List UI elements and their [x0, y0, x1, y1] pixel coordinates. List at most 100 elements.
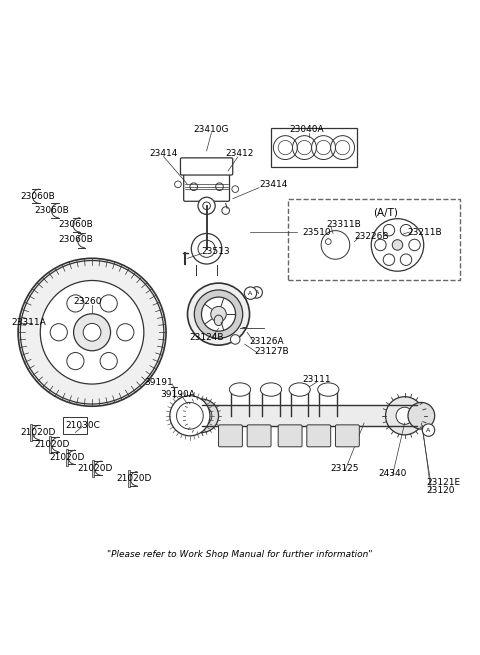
Bar	[92, 460, 95, 477]
FancyBboxPatch shape	[184, 168, 229, 201]
Circle shape	[50, 324, 67, 341]
Circle shape	[383, 254, 395, 265]
Text: A: A	[254, 290, 259, 295]
Circle shape	[202, 297, 236, 331]
Circle shape	[40, 280, 144, 384]
Circle shape	[177, 402, 203, 429]
Text: 23125: 23125	[331, 464, 359, 473]
Text: 23124B: 23124B	[189, 333, 224, 341]
Circle shape	[100, 352, 117, 369]
Text: 39191: 39191	[144, 378, 173, 387]
Bar	[66, 449, 68, 466]
Text: A: A	[426, 428, 431, 432]
Circle shape	[67, 295, 84, 312]
Circle shape	[203, 202, 210, 210]
Circle shape	[170, 396, 210, 436]
Ellipse shape	[261, 383, 282, 396]
Text: 23412: 23412	[226, 149, 254, 158]
Circle shape	[100, 295, 117, 312]
Circle shape	[83, 324, 101, 341]
Text: 23513: 23513	[202, 247, 230, 255]
Text: 23111: 23111	[302, 375, 331, 384]
Circle shape	[198, 240, 215, 257]
Circle shape	[18, 258, 166, 406]
Text: 23311B: 23311B	[326, 220, 360, 229]
FancyBboxPatch shape	[247, 425, 271, 447]
Circle shape	[371, 219, 424, 271]
Text: 23211B: 23211B	[407, 227, 442, 236]
Circle shape	[190, 183, 198, 191]
Circle shape	[185, 399, 218, 432]
Circle shape	[251, 287, 263, 298]
Circle shape	[400, 254, 412, 265]
Circle shape	[392, 240, 403, 250]
Circle shape	[400, 225, 412, 236]
Circle shape	[194, 290, 243, 339]
Circle shape	[375, 239, 386, 251]
Text: "Please refer to Work Shop Manual for further information": "Please refer to Work Shop Manual for fu…	[107, 550, 373, 559]
Bar	[128, 470, 130, 487]
Text: 24340: 24340	[379, 468, 407, 477]
Text: 23126A: 23126A	[250, 337, 284, 346]
Ellipse shape	[214, 315, 223, 326]
Circle shape	[67, 352, 84, 369]
Bar	[30, 424, 33, 441]
Circle shape	[230, 335, 240, 345]
Text: 23414: 23414	[149, 149, 178, 158]
Ellipse shape	[289, 383, 310, 396]
Circle shape	[117, 324, 134, 341]
Text: 23060B: 23060B	[59, 220, 94, 229]
Circle shape	[409, 239, 420, 251]
FancyBboxPatch shape	[218, 425, 242, 447]
Circle shape	[192, 233, 222, 264]
Text: 21020D: 21020D	[21, 428, 56, 437]
FancyBboxPatch shape	[288, 198, 459, 280]
Text: A: A	[248, 291, 252, 295]
Text: (A/T): (A/T)	[373, 208, 398, 218]
Bar	[63, 417, 87, 434]
Ellipse shape	[229, 383, 251, 396]
Text: 21020D: 21020D	[35, 440, 70, 449]
Text: 23510: 23510	[302, 227, 331, 236]
Text: 23414: 23414	[259, 180, 288, 189]
Circle shape	[422, 424, 435, 436]
Text: 39190A: 39190A	[160, 390, 195, 399]
Circle shape	[321, 231, 350, 259]
Circle shape	[408, 402, 435, 429]
Text: 23410G: 23410G	[193, 125, 229, 134]
Text: 21020D: 21020D	[116, 474, 151, 483]
Circle shape	[385, 397, 424, 435]
Text: 23127B: 23127B	[254, 347, 289, 356]
Bar	[271, 128, 357, 166]
FancyBboxPatch shape	[307, 425, 331, 447]
FancyBboxPatch shape	[336, 425, 360, 447]
Circle shape	[188, 283, 250, 345]
Circle shape	[244, 287, 257, 299]
Text: 23060B: 23060B	[59, 234, 94, 244]
Text: 23260: 23260	[73, 297, 102, 306]
FancyBboxPatch shape	[180, 158, 233, 175]
Circle shape	[222, 207, 229, 214]
Circle shape	[192, 405, 212, 426]
Circle shape	[216, 183, 223, 191]
Bar	[49, 436, 51, 453]
Text: 23311A: 23311A	[11, 318, 46, 328]
Text: 21020D: 21020D	[78, 464, 113, 473]
Circle shape	[396, 407, 413, 424]
Text: 23040A: 23040A	[289, 125, 324, 134]
Circle shape	[198, 197, 215, 214]
Text: 23120: 23120	[426, 486, 455, 495]
Circle shape	[73, 314, 110, 351]
Text: 21030C: 21030C	[65, 421, 100, 430]
Circle shape	[383, 225, 395, 236]
Circle shape	[325, 238, 331, 244]
Circle shape	[175, 181, 181, 188]
FancyBboxPatch shape	[278, 425, 302, 447]
Circle shape	[211, 307, 226, 322]
Circle shape	[232, 186, 239, 193]
Text: 23226B: 23226B	[355, 233, 389, 241]
Text: 21020D: 21020D	[49, 453, 84, 462]
Text: 23121E: 23121E	[426, 478, 460, 487]
Text: 23060B: 23060B	[21, 192, 55, 201]
Text: 23060B: 23060B	[35, 206, 70, 215]
